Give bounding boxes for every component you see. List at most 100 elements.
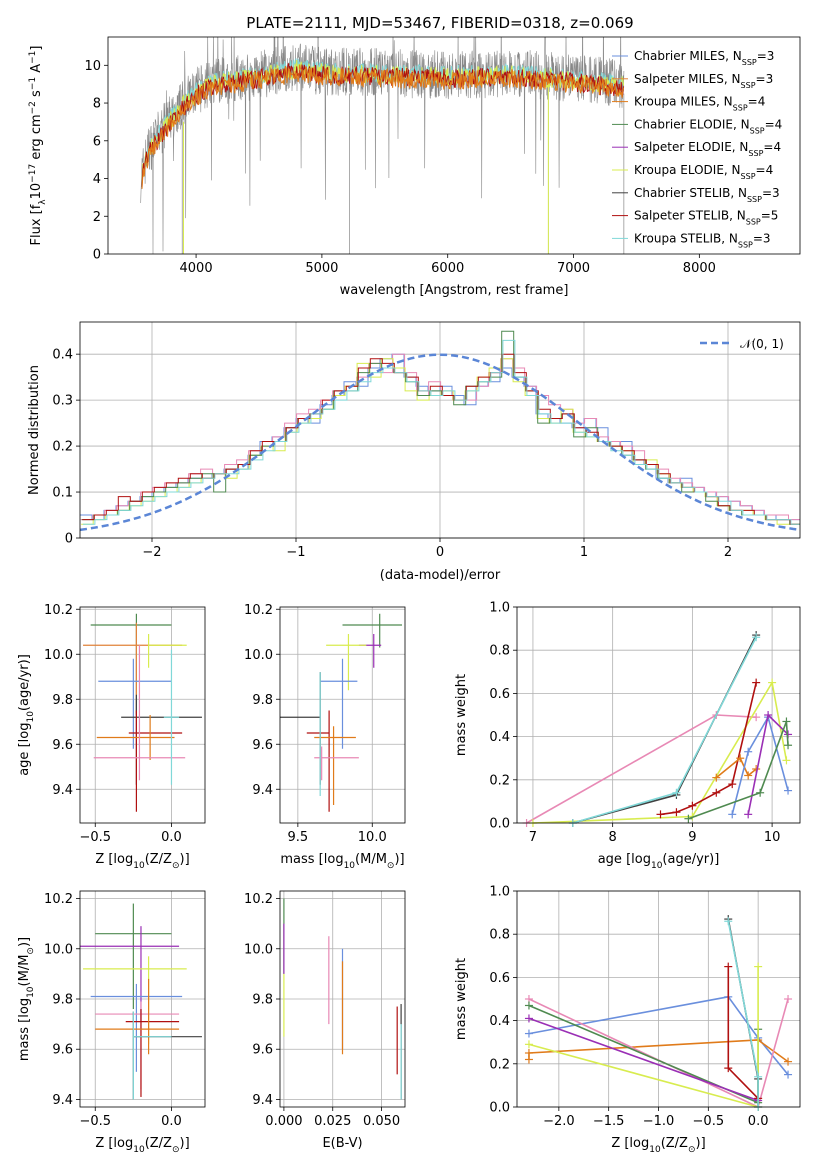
spectrum-lines (140, 37, 625, 254)
x-axis-label-part: )] (394, 852, 404, 867)
x-axis-label: Z [log10(Z/Z⊙)] (95, 852, 189, 871)
y-tick-label: 0.3 (52, 394, 73, 409)
x-axis-label-part: age [log (598, 852, 651, 867)
x-axis-label: Z [log10(Z/Z⊙)] (95, 1136, 189, 1155)
x-axis-label: E(B-V) (322, 1136, 362, 1151)
y-axis-label: mass weight (454, 674, 469, 756)
x-axis-label-part: Z [log (611, 1136, 649, 1151)
x-tick-label: 0.0 (161, 1114, 182, 1129)
histogram-step-line (82, 339, 800, 525)
y-axis-label-part: (age/yr)] (17, 654, 32, 711)
y-tick-label: 1.0 (489, 601, 510, 616)
y-tick-label: 0.4 (489, 730, 510, 745)
y-tick-label: 10.0 (44, 942, 73, 957)
y-axis-label: Normed distribution (27, 365, 42, 495)
plot-frame (79, 606, 206, 824)
x-tick-label: −0.5 (79, 830, 111, 845)
legend-label: Kroupa ELODIE, NSSP=4 (634, 163, 773, 181)
flux-y-axis-label-part: −17 (28, 164, 38, 183)
legend-label: Salpeter MILES, NSSP=3 (634, 72, 773, 90)
x-axis-label-part: (Z/Z (145, 1136, 172, 1151)
y-tick-label: 9.6 (52, 1043, 73, 1058)
flux-y-axis-label-part: erg cm (29, 114, 44, 163)
x-tick-label: 0.0 (161, 830, 182, 845)
y-tick-label: 0.1 (52, 486, 73, 501)
y-axis-label: age [log10(age/yr)] (17, 654, 36, 776)
x-tick-label: −0.5 (79, 1114, 111, 1129)
x-tick-label: −2 (142, 545, 161, 560)
x-axis-label: age [log10(age/yr)] (598, 852, 720, 871)
y-tick-label: 8 (93, 97, 101, 112)
x-axis-label: wavelength [Angstrom, rest frame] (340, 283, 569, 298)
weight-series-line (731, 715, 789, 815)
y-tick-label: 9.4 (252, 1093, 273, 1108)
x-tick-label: 7 (529, 830, 537, 845)
chart-spectrum: 4000 5000 6000 7000 8000 0 2 4 6 8 10 Chabrier MILE… (84, 36, 801, 298)
y-tick-label: 0.0 (489, 817, 510, 832)
y-tick-label: 0 (93, 248, 101, 263)
y-tick-label: 9.6 (252, 738, 273, 753)
chart-age-vs-mass: 9.5 10.0 9.4 9.6 9.8 10.0 10.2 (244, 603, 406, 845)
y-tick-label: 9.8 (52, 693, 73, 708)
y-axis-label-part: )] (17, 937, 32, 947)
x-tick-label: 0.000 (265, 1114, 302, 1129)
chart-residuals: −2 −1 0 1 2 0 0.1 0.2 0.3 0.4 𝒩(0, 1) (data-model)/… (27, 321, 801, 583)
x-axis-label-part: ⊙ (387, 861, 395, 871)
x-tick-label: 5000 (305, 261, 338, 276)
plot-frame (79, 890, 206, 1108)
x-axis-label-part: 10 (133, 861, 145, 871)
x-tick-label: 0 (436, 545, 444, 560)
y-tick-label: 9.8 (252, 993, 273, 1008)
chart-weight-vs-z: −2.0 −1.5 −1.0 −0.5 0.0 0.0 0.2 0.4 0.6 0.8 1.0 mas… (454, 885, 801, 1129)
chart-age-vs-z: −0.5 0.0 9.4 9.6 9.8 10.0 10.2 (44, 603, 206, 845)
y-tick-label: 10.2 (244, 603, 273, 618)
y-tick-label: 10 (84, 59, 101, 74)
x-tick-label: 10 (764, 830, 781, 845)
weight-series-line (688, 721, 789, 820)
flux-y-axis-label-part: 10 (29, 183, 44, 200)
x-tick-label: −1.5 (593, 1114, 625, 1129)
x-axis-label-part: ⊙ (172, 861, 180, 871)
chart-weight-vs-age: 7 8 9 10 0.0 0.2 0.4 0.6 0.8 1.0 mass weight (454, 601, 801, 845)
flux-y-axis-label-part: ] (29, 46, 44, 51)
x-axis-label: mass [log10(M/M⊙)] (280, 852, 404, 871)
weight-series-line (528, 995, 789, 1076)
y-tick-label: 0.2 (489, 773, 510, 788)
x-axis-label-part: ⊙ (688, 1145, 696, 1155)
y-tick-label: 0 (65, 532, 73, 547)
flux-y-axis-label-part: A (29, 64, 44, 77)
y-tick-label: 9.6 (252, 1043, 273, 1058)
legend-label: 𝒩(0, 1) (740, 337, 784, 351)
y-tick-label: 0.2 (52, 440, 73, 455)
y-axis-label-part: 10 (26, 986, 36, 998)
plot-frame (79, 321, 801, 539)
flux-y-axis-label-part: −1 (28, 77, 38, 90)
legend-label: Salpeter ELODIE, NSSP=4 (634, 140, 781, 158)
histogram-step-line (82, 353, 800, 525)
legend-label: Salpeter STELIB, NSSP=5 (634, 209, 778, 227)
x-tick-label: −1 (286, 545, 305, 560)
x-tick-label: 6000 (431, 261, 464, 276)
y-tick-label: 6 (93, 134, 101, 149)
x-axis-label-part: 10 (651, 861, 663, 871)
x-tick-label: 1 (580, 545, 588, 560)
y-tick-label: 9.4 (52, 1093, 73, 1108)
y-tick-label: 10.2 (244, 892, 273, 907)
normal-curve (79, 353, 801, 532)
x-tick-label: 10.0 (358, 830, 387, 845)
x-tick-label: 9 (688, 830, 696, 845)
flux-y-axis-label-part: λ (38, 199, 48, 205)
y-tick-label: 0.6 (489, 971, 510, 986)
legend-label: Chabrier MILES, NSSP=3 (634, 49, 774, 67)
x-tick-label: −0.5 (693, 1114, 725, 1129)
plot-area (517, 607, 800, 823)
flux-y-axis-label-part: Flux [f (29, 204, 44, 245)
y-tick-label: 9.6 (52, 738, 73, 753)
y-tick-label: 0.2 (489, 1057, 510, 1072)
weight-series-line (528, 1017, 759, 1102)
weight-series-line (532, 680, 788, 824)
y-axis-label-part: 10 (26, 711, 36, 723)
x-tick-label: 4000 (180, 261, 213, 276)
plot-frame (107, 36, 801, 255)
x-axis-label-part: )] (180, 852, 190, 867)
